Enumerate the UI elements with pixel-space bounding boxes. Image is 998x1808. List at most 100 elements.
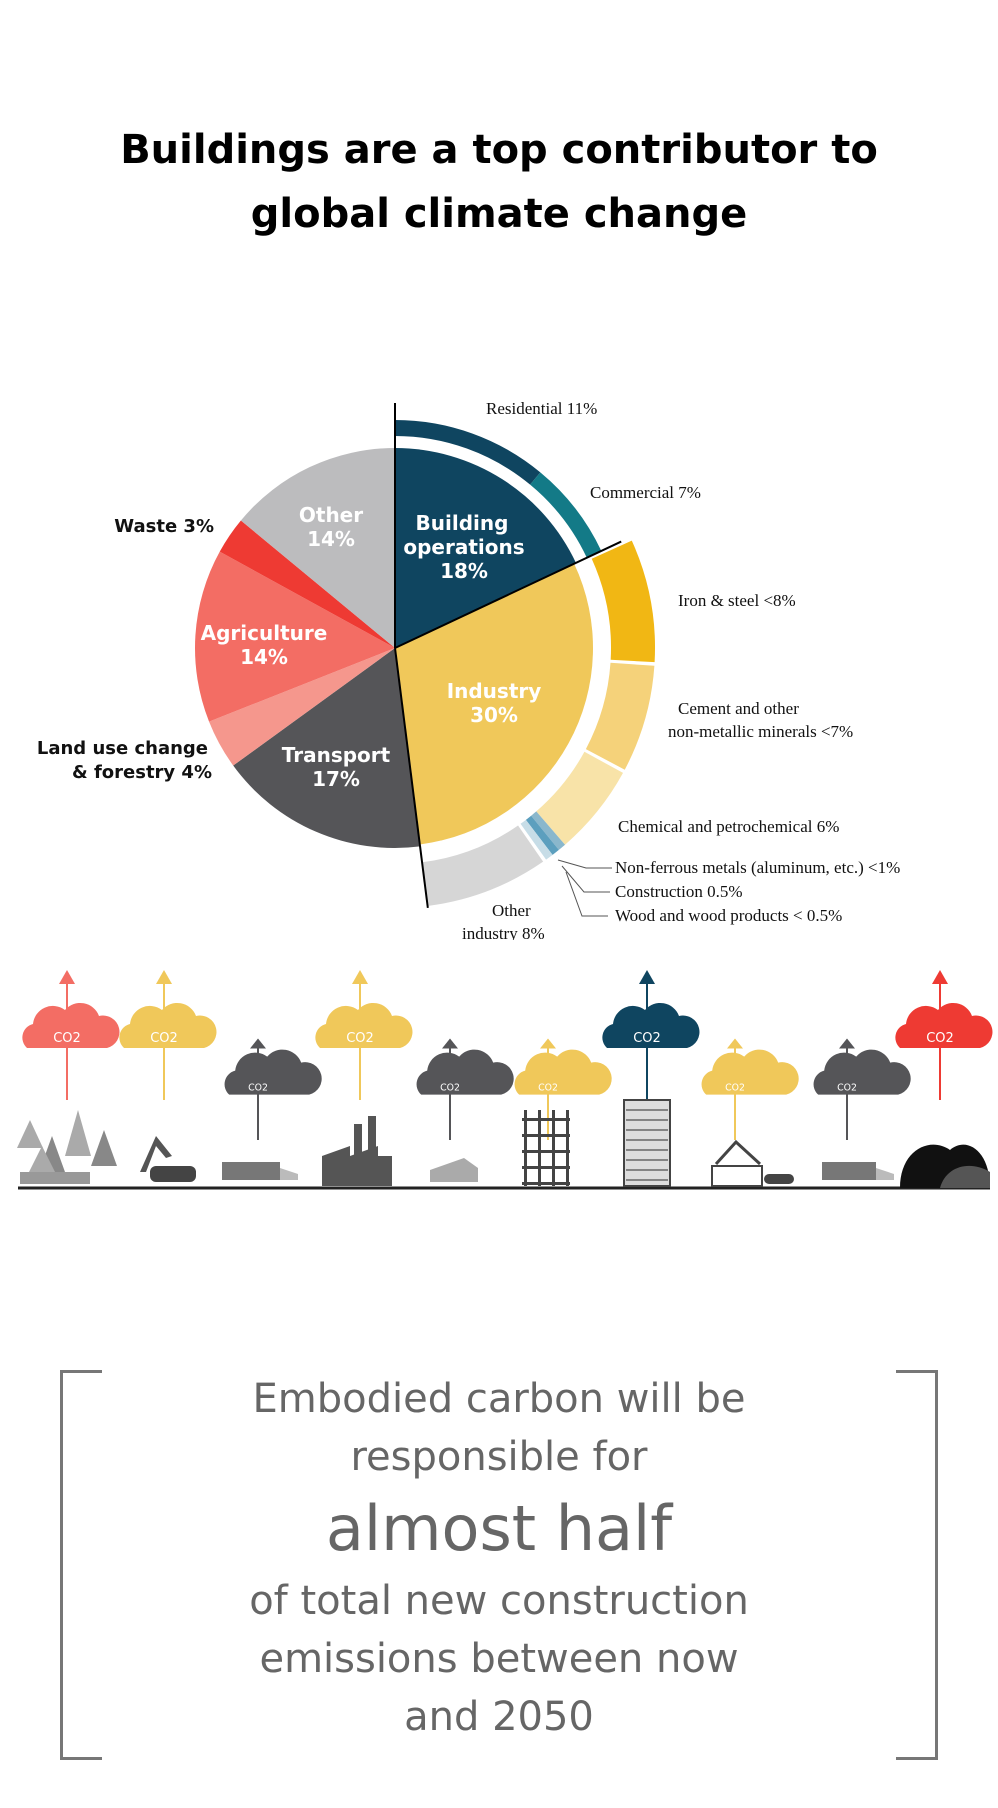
co2-label: CO2 (346, 1031, 374, 1046)
chimney-icon (354, 1124, 362, 1160)
excavator-icon (150, 1166, 196, 1182)
freight-car-icon (222, 1162, 280, 1180)
label-cement-2: non-metallic minerals <7% (668, 722, 853, 741)
scaffold-icon (522, 1110, 570, 1186)
breakdown-rings (394, 403, 667, 918)
up-arrow-icon (639, 970, 655, 984)
scaffold-pole (566, 1110, 569, 1186)
label-transport-pct: 17% (312, 767, 360, 791)
cloud-icon (514, 1049, 612, 1095)
label-other-pct: 14% (307, 527, 355, 551)
label-agriculture-pct: 14% (240, 645, 288, 669)
co2-label: CO2 (725, 1082, 745, 1093)
callout-line-2: responsible for (350, 1434, 648, 1480)
co2-label: CO2 (53, 1031, 81, 1046)
crane-icon (714, 1139, 762, 1166)
slice-land-use-change-forestry (209, 648, 395, 766)
industry-ring-bg (420, 532, 667, 918)
boundary-line-3 (394, 647, 429, 909)
callout-line-5: and 2050 (404, 1694, 594, 1740)
scaffold-bar (522, 1134, 570, 1137)
scaffold-bar (522, 1166, 570, 1169)
co2-factory: CO2 (315, 970, 413, 1100)
cloud-icon (416, 1049, 514, 1095)
label-iron-steel: Iron & steel <8% (678, 591, 796, 610)
label-land-use-2: & forestry 4% (72, 762, 212, 783)
chimney-icon (368, 1116, 376, 1160)
co2-label: CO2 (440, 1082, 460, 1093)
cloud-icon (22, 1002, 120, 1048)
cloud-icon (813, 1049, 911, 1095)
ring-construction (525, 815, 559, 855)
pie-chart: Residential 11% Commercial 7% Iron & ste… (37, 399, 900, 940)
label-other-industry-2: industry 8% (462, 924, 545, 940)
scaffold-bar (522, 1118, 570, 1121)
co2-excavator: CO2 (119, 970, 217, 1100)
up-arrow-icon (250, 1038, 266, 1049)
cloud-icon (315, 1002, 413, 1048)
leader-line-1 (557, 859, 612, 869)
ring-cement-and-other-non-metallic-minerals (585, 662, 655, 770)
up-arrow-icon (727, 1038, 743, 1049)
label-waste: Waste 3% (114, 516, 214, 537)
co2-freight-wagon: CO2 (813, 1038, 911, 1140)
co2-label: CO2 (150, 1031, 178, 1046)
co2-office-building: CO2 (602, 970, 700, 1100)
slice-waste (219, 520, 395, 648)
ring-wood-and-wood-products (520, 819, 553, 860)
excavator-arm-icon (140, 1136, 172, 1172)
label-building-pct: 18% (440, 559, 488, 583)
ring-non-ferrous-metals-aluminum-etc (531, 811, 566, 850)
title-line-2: global climate change (250, 191, 748, 237)
ring-iron-steel (591, 540, 655, 663)
co2-cement-mixer: CO2 (416, 1038, 514, 1140)
label-land-use-1: Land use change (37, 738, 208, 759)
tree-icon (29, 1146, 55, 1172)
up-arrow-icon (540, 1038, 556, 1049)
leader-lines (557, 859, 612, 917)
label-agriculture: Agriculture (201, 621, 328, 645)
right-bracket (896, 1370, 938, 1760)
label-residential: Residential 11% (486, 399, 597, 418)
freight-car-icon (822, 1162, 876, 1180)
label-chemical: Chemical and petrochemical 6% (618, 817, 839, 836)
callout-line-4: emissions between now (259, 1636, 739, 1682)
leader-line-2 (561, 865, 610, 893)
office-building-icon (623, 1099, 671, 1187)
up-arrow-icon (156, 970, 172, 984)
scaffold-pole (552, 1110, 555, 1186)
log-pile-icon (20, 1172, 90, 1184)
boundary-line-2 (394, 540, 622, 649)
slice-agriculture (195, 551, 395, 722)
slice-other (240, 448, 395, 648)
up-arrow-icon (932, 970, 948, 984)
callout-highlight: almost half (325, 1492, 673, 1565)
label-other-industry-1: Other (492, 901, 531, 920)
slice-transport (233, 648, 421, 848)
source-silhouettes (17, 1099, 990, 1188)
tree-icon (91, 1130, 117, 1166)
callout-text: Embodied carbon will be responsible for … (60, 1370, 938, 1746)
label-industry: Industry (447, 679, 542, 703)
ring-chemical-and-petrochemical (536, 751, 624, 845)
embodied-carbon-callout: Embodied carbon will be responsible for … (60, 1370, 938, 1760)
chart-title: Buildings are a top contributor to globa… (0, 118, 998, 246)
label-industry-pct: 30% (470, 703, 518, 727)
up-arrow-icon (352, 970, 368, 984)
bulldozer-icon (764, 1174, 794, 1184)
cloud-icon (224, 1049, 322, 1095)
locomotive-icon (876, 1168, 894, 1180)
scaffold-bar (522, 1182, 570, 1185)
co2-label: CO2 (926, 1031, 954, 1046)
co2-label: CO2 (248, 1082, 268, 1093)
outer-labels: Residential 11% Commercial 7% Iron & ste… (37, 399, 900, 940)
up-arrow-icon (839, 1038, 855, 1049)
co2-scaffold: CO2 (514, 1038, 612, 1140)
co2-freight-train: CO2 (224, 1038, 322, 1140)
co2-label: CO2 (538, 1082, 558, 1093)
scaffold-pole (538, 1110, 541, 1186)
callout-line-1: Embodied carbon will be (252, 1376, 746, 1422)
inner-labels: Other 14% Building operations 18% Indust… (201, 503, 542, 791)
slice-industry (395, 563, 593, 845)
ring-other-industry (422, 825, 544, 906)
